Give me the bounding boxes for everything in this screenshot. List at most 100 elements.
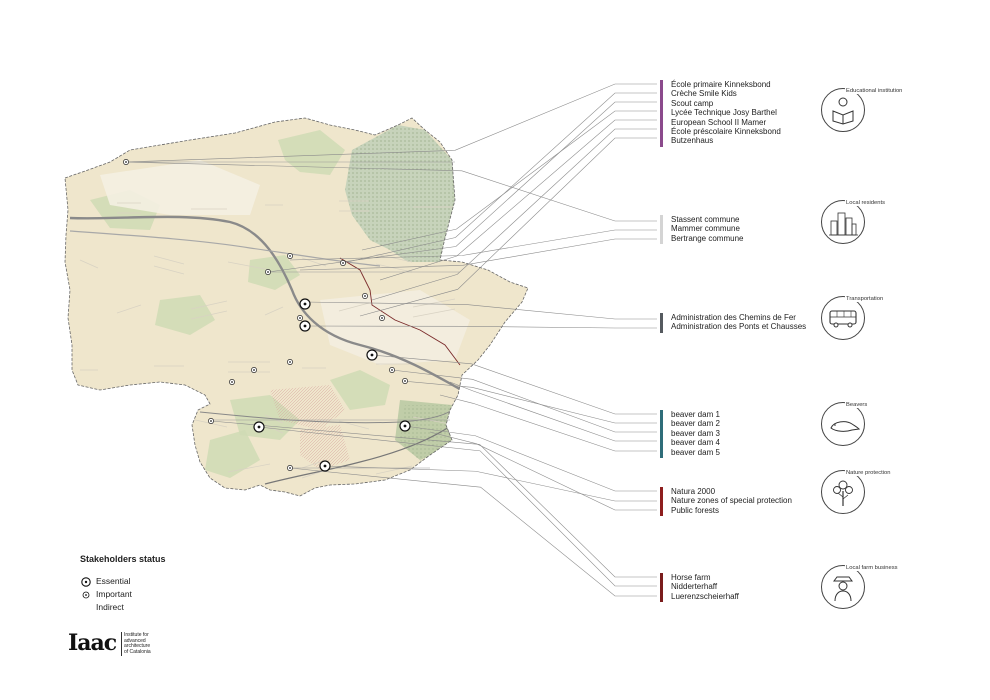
group-color-bar: [660, 487, 663, 517]
leader-line: [304, 301, 657, 320]
minor-street: [116, 304, 142, 314]
stakeholder-markers: [123, 159, 411, 472]
logo-text: Institute for advanced architecture of C…: [124, 632, 151, 655]
category-label: Beavers: [845, 402, 869, 408]
category-educational: Educational institution: [821, 88, 941, 160]
legend: Stakeholders status Essential Important …: [80, 554, 240, 614]
municipal-boundary: [339, 257, 461, 366]
minor-street: [264, 306, 284, 316]
legend-title: Stakeholders status: [80, 554, 166, 564]
main-road-south: [199, 409, 453, 424]
stakeholder-item: Scout camp: [671, 98, 714, 108]
leader-line: [379, 119, 657, 281]
logo-mark: Iaac: [68, 630, 117, 656]
essential-marker: [319, 460, 331, 472]
important-marker: [287, 253, 293, 259]
important-marker: [362, 293, 368, 299]
category-icon-circle: [821, 88, 865, 132]
category-transport: Transportation: [821, 296, 941, 368]
category-label: Local residents: [845, 200, 886, 206]
important-marker: [251, 367, 257, 373]
category-farm: Local farm business: [821, 565, 941, 637]
railway: [69, 230, 381, 267]
green-patch: [278, 130, 345, 175]
reading-person-icon: [832, 97, 854, 125]
leader-line: [210, 420, 657, 578]
essential-marker: [253, 421, 265, 433]
beaver-icon: [830, 421, 861, 432]
category-icon-circle: [821, 565, 865, 609]
map-outline: [64, 117, 529, 497]
minor-street: [153, 265, 185, 275]
stakeholder-item: beaver dam 1: [671, 410, 720, 419]
stakeholder-item: Nidderterhaff: [671, 582, 718, 592]
stakeholder-item: Bertrange commune: [671, 233, 744, 243]
category-label: Transportation: [845, 296, 885, 302]
category-local: Local residents: [821, 200, 941, 272]
essential-marker: [399, 420, 411, 432]
stakeholder-item: Administration des Chemins de Fer: [671, 313, 796, 322]
minor-street: [79, 461, 99, 471]
stakeholder-item: École préscolaire Kinneksbond: [671, 127, 781, 137]
leader-line: [449, 381, 657, 442]
category-label: Local farm business: [845, 565, 899, 571]
stakeholder-item: Horse farm: [671, 573, 711, 582]
leader-line: [371, 354, 657, 415]
minor-street: [375, 263, 413, 273]
logo-divider: [121, 632, 122, 656]
essential-marker: [366, 349, 378, 361]
category-icon-circle: [821, 470, 865, 514]
highway: [69, 215, 466, 394]
minor-street: [412, 308, 456, 318]
minor-street: [116, 422, 142, 432]
important-marker: [389, 367, 395, 373]
minor-street: [338, 302, 370, 312]
important-marker: [287, 465, 293, 471]
leader-line: [267, 101, 657, 273]
minor-street: [190, 310, 228, 320]
category-icon-circle: [821, 296, 865, 340]
stakeholder-item: Lycée Technique Josy Barthel: [671, 108, 777, 118]
stakeholder-item: Public forests: [671, 505, 720, 515]
stakeholder-item: Crèche Smile Kids: [671, 89, 737, 99]
category-icon-circle: [821, 200, 865, 244]
green-patch: [155, 295, 215, 335]
green-patch: [205, 430, 260, 478]
leader-line: [429, 431, 657, 511]
minor-street: [153, 255, 185, 265]
stakeholder-item: Administration des Ponts et Chausses: [671, 322, 807, 332]
essential-marker-icon: [81, 577, 91, 587]
urban-zone: [100, 160, 260, 215]
tree-icon: [833, 480, 853, 506]
minor-street: [190, 300, 228, 310]
city-buildings-icon: [829, 212, 858, 236]
leader-line: [289, 467, 657, 597]
important-marker: [123, 159, 129, 165]
category-nature: Nature protection: [821, 470, 941, 542]
minor-street: [375, 253, 413, 263]
legend-important-label: Important: [96, 589, 132, 599]
group-color-bar: [660, 80, 663, 147]
leader-line: [404, 425, 657, 492]
leader-line: [359, 137, 657, 317]
stakeholder-item: Butzenhaus: [671, 136, 714, 146]
stakeholder-item: Stassent commune: [671, 215, 740, 224]
stakeholder-item: European School II Mamer: [671, 117, 767, 127]
important-marker: [265, 269, 271, 275]
stakeholder-item: Mammer commune: [671, 224, 740, 234]
minor-street: [153, 467, 185, 477]
minor-street: [375, 465, 413, 475]
municipality-map: [64, 117, 529, 497]
stakeholder-item: Luerenzscheierhaff: [671, 591, 739, 601]
important-marker: [287, 359, 293, 365]
leader-line: [361, 110, 657, 251]
stakeholder-item: École primaire Kinneksbond: [671, 80, 771, 89]
category-label: Nature protection: [845, 470, 892, 476]
leader-line: [304, 325, 657, 329]
legend-indirect-label: Indirect: [96, 602, 124, 612]
stakeholder-item: beaver dam 5: [671, 447, 720, 457]
green-patch: [330, 370, 390, 410]
leader-line: [439, 394, 657, 452]
